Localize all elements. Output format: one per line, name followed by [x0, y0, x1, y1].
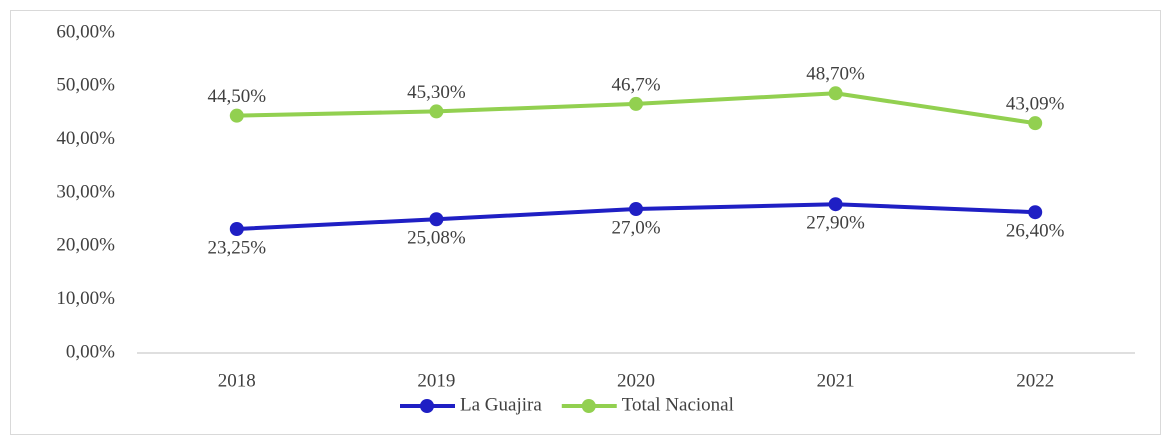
y-tick-label: 10,00% [56, 288, 115, 309]
data-label: 25,08% [407, 228, 466, 249]
data-label: 45,30% [407, 82, 466, 103]
data-label: 27,90% [806, 213, 865, 234]
legend-marker [581, 399, 596, 413]
y-tick-label: 0,00% [66, 341, 115, 362]
data-label: 23,25% [208, 237, 267, 258]
series-marker [629, 96, 643, 111]
legend-label: Total Nacional [622, 394, 734, 415]
data-label: 46,7% [611, 74, 660, 95]
x-tick-label: 2021 [817, 370, 855, 391]
legend-marker [420, 399, 434, 413]
series-marker [828, 86, 843, 101]
y-tick-label: 20,00% [56, 235, 115, 256]
data-label: 27,0% [611, 217, 660, 238]
data-label: 48,70% [806, 64, 865, 85]
chart-frame [10, 10, 1161, 435]
series-marker [429, 104, 444, 119]
y-tick-label: 40,00% [56, 128, 115, 149]
x-tick-label: 2018 [218, 370, 256, 391]
series-marker [429, 212, 444, 227]
series-marker [629, 202, 643, 216]
series-marker [1028, 116, 1043, 131]
y-tick-label: 60,00% [56, 21, 115, 42]
x-tick-label: 2022 [1016, 370, 1054, 391]
series-marker [229, 222, 244, 236]
data-label: 26,40% [1006, 221, 1065, 242]
y-tick-label: 50,00% [56, 75, 115, 96]
data-label: 44,50% [208, 86, 267, 107]
data-label: 43,09% [1006, 94, 1065, 115]
series-marker [229, 108, 244, 123]
series-marker [828, 197, 843, 212]
x-tick-label: 2020 [617, 370, 655, 391]
series-marker [1028, 205, 1043, 220]
legend-label: La Guajira [460, 394, 542, 415]
y-tick-label: 30,00% [56, 181, 115, 202]
x-tick-label: 2019 [417, 370, 455, 391]
